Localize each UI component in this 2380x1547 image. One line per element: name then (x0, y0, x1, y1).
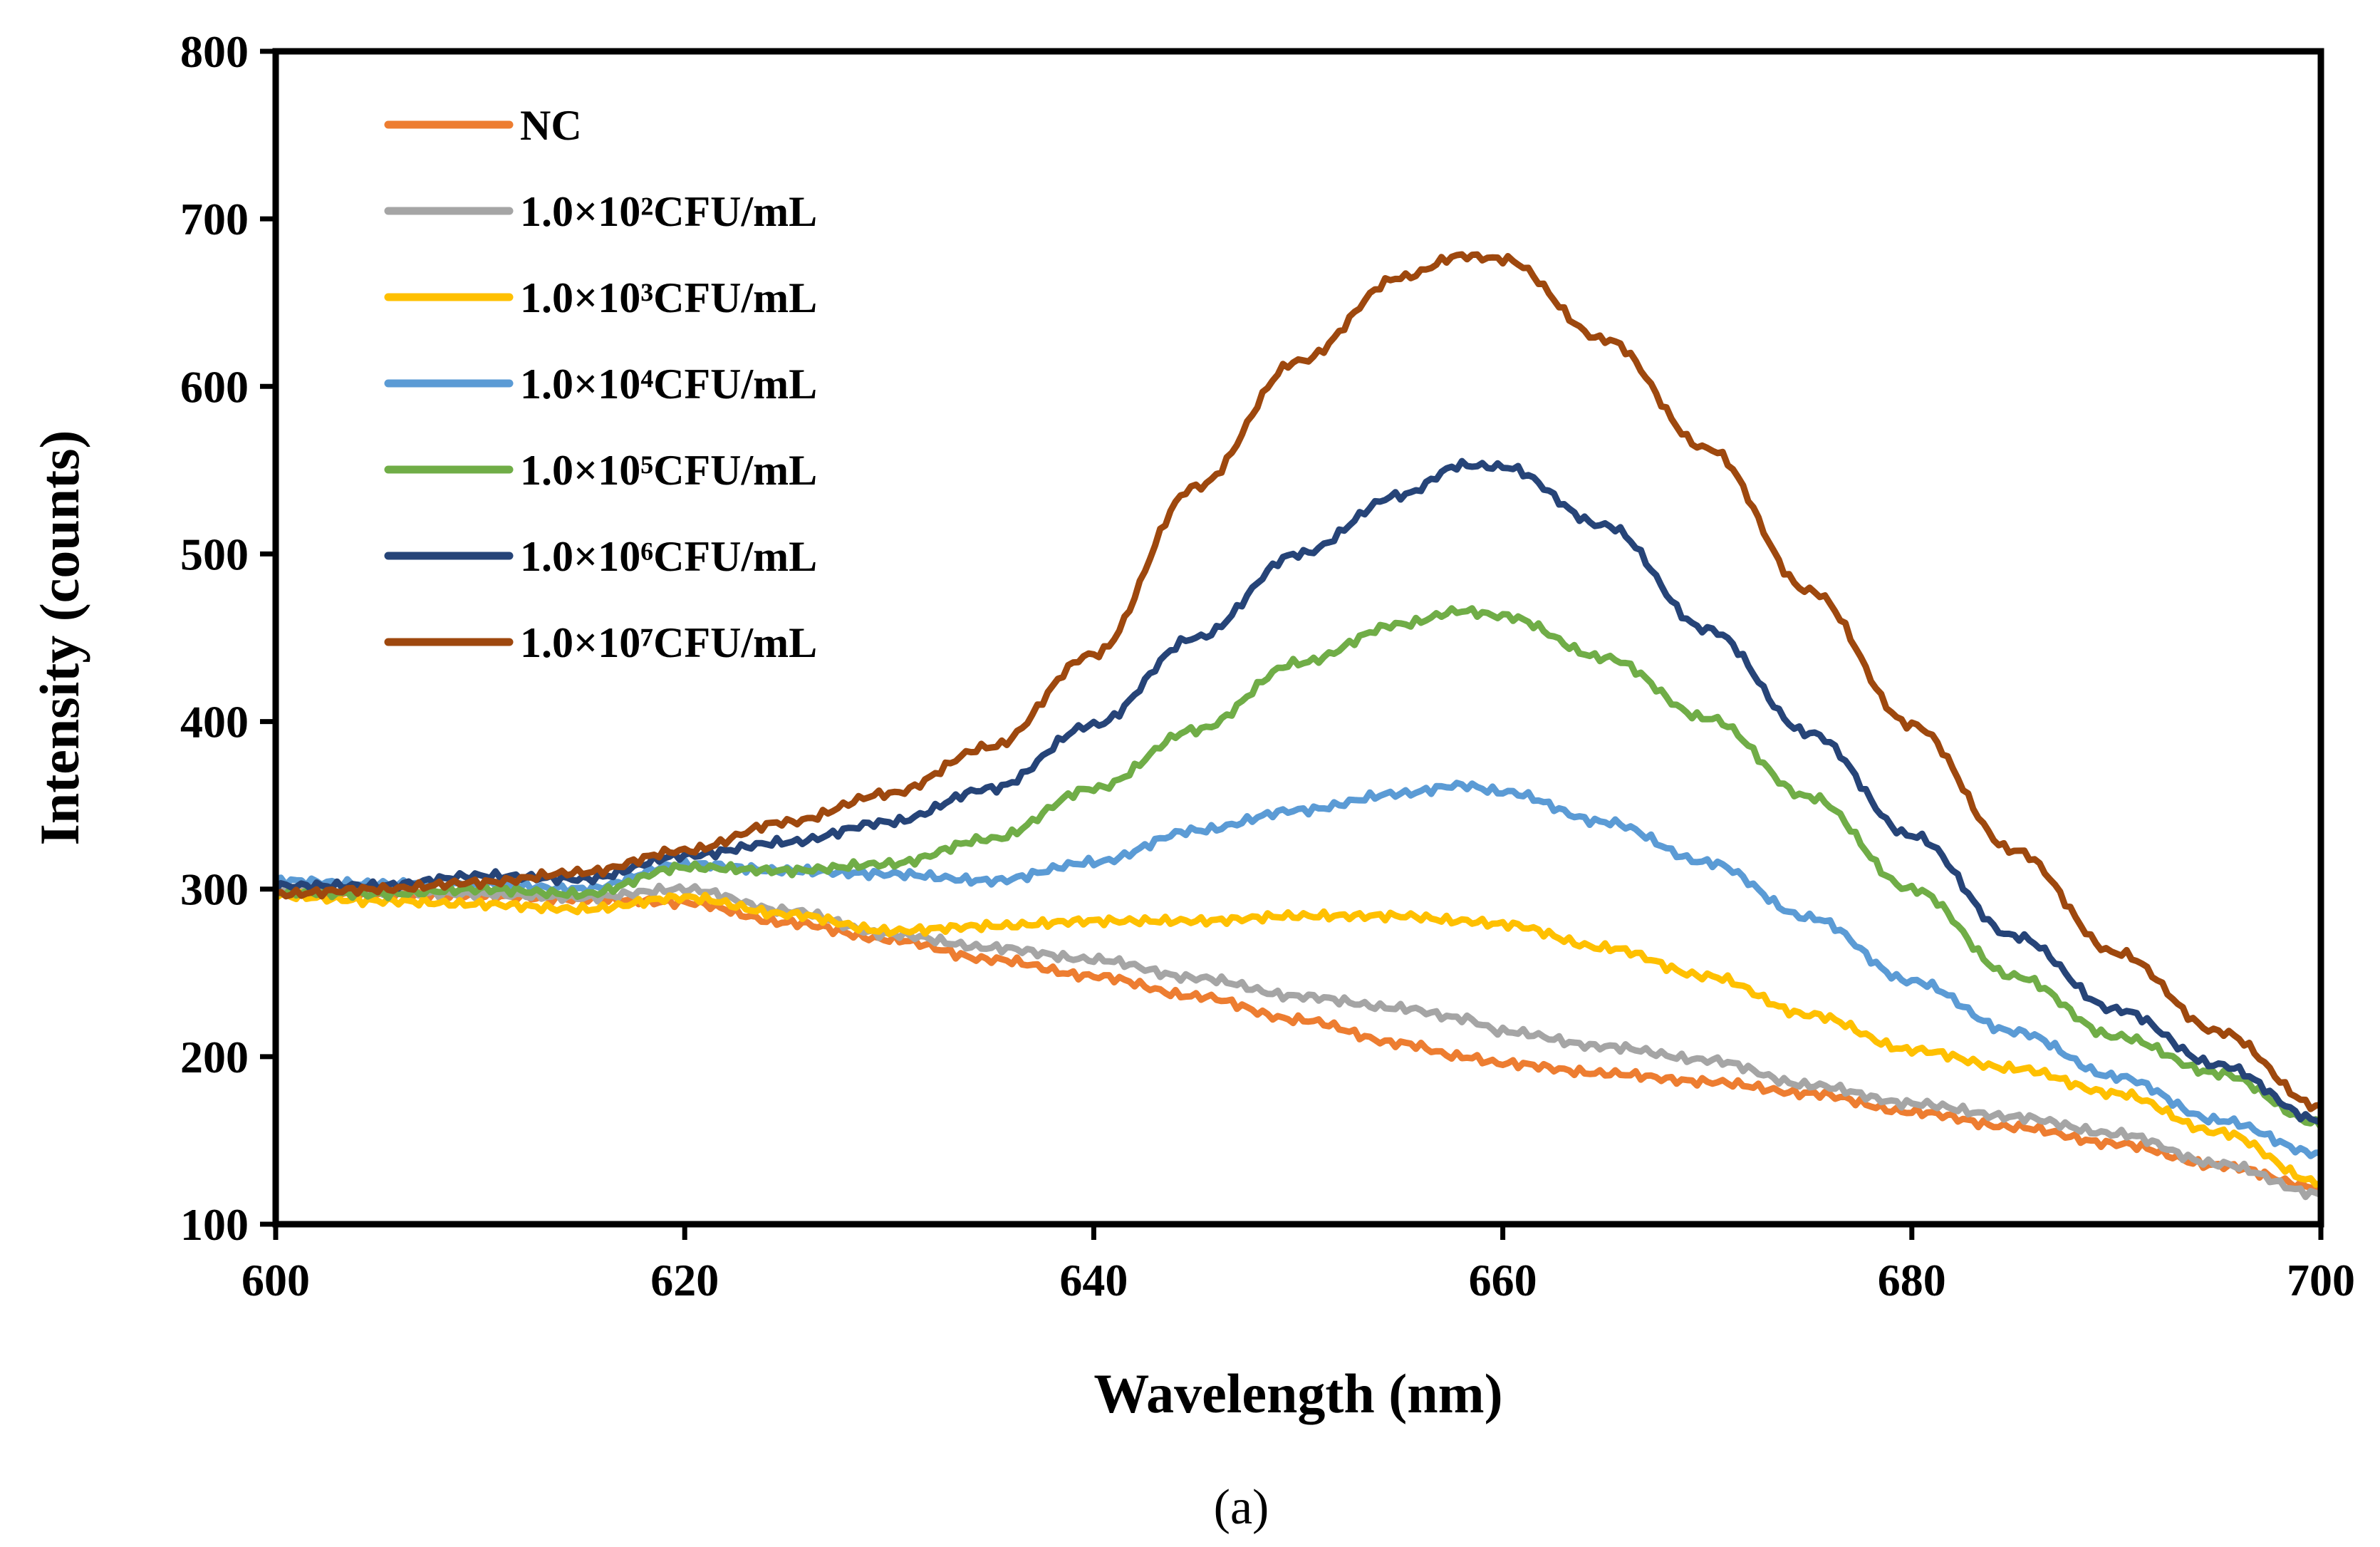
y-tick-label: 100 (180, 1199, 249, 1250)
series-line-2 (272, 882, 2324, 1201)
legend-label: NC (520, 102, 582, 149)
y-tick-label: 300 (180, 864, 249, 915)
legend: NC 1.0×10²CFU/mL 1.0×10³CFU/mL 1.0×10⁴CFU/m… (384, 102, 817, 666)
figure-caption: (a) (1214, 1480, 1269, 1535)
x-tick-label: 600 (241, 1255, 310, 1305)
y-tick-label: 500 (180, 529, 249, 579)
legend-label: 1.0×10⁵CFU/mL (520, 447, 817, 494)
legend-label: 1.0×10⁷CFU/mL (520, 619, 817, 666)
y-tick-label: 200 (180, 1032, 249, 1082)
series-line-3 (272, 889, 2324, 1188)
y-tick-label: 700 (180, 194, 249, 244)
series-line-6 (272, 457, 2324, 1126)
x-tick-label: 640 (1059, 1255, 1128, 1305)
series-layer (272, 251, 2324, 1201)
ticks-layer: 100 200 300 400 500 600 700 800 600 620 640 660 680 7… (180, 26, 2355, 1305)
y-axis-title: Intensity (counts) (28, 430, 90, 846)
series-line-4 (272, 780, 2324, 1159)
x-axis-title: Wavelength (nm) (1093, 1362, 1502, 1424)
plot-frame (272, 48, 2324, 1228)
x-tick-label: 660 (1469, 1255, 1537, 1305)
x-tick-label: 700 (2287, 1255, 2355, 1305)
y-tick-label: 800 (180, 26, 249, 77)
legend-label: 1.0×10³CFU/mL (520, 274, 817, 321)
series-line-5 (272, 605, 2324, 1131)
series-line-7 (272, 251, 2324, 1112)
y-tick-label: 400 (180, 697, 249, 747)
legend-label: 1.0×10⁶CFU/mL (520, 533, 817, 580)
y-tick-label: 600 (180, 361, 249, 412)
x-tick-label: 620 (650, 1255, 719, 1305)
x-tick-label: 680 (1878, 1255, 1946, 1305)
legend-label: 1.0×10²CFU/mL (520, 188, 817, 235)
legend-label: 1.0×10⁴CFU/mL (520, 361, 817, 408)
